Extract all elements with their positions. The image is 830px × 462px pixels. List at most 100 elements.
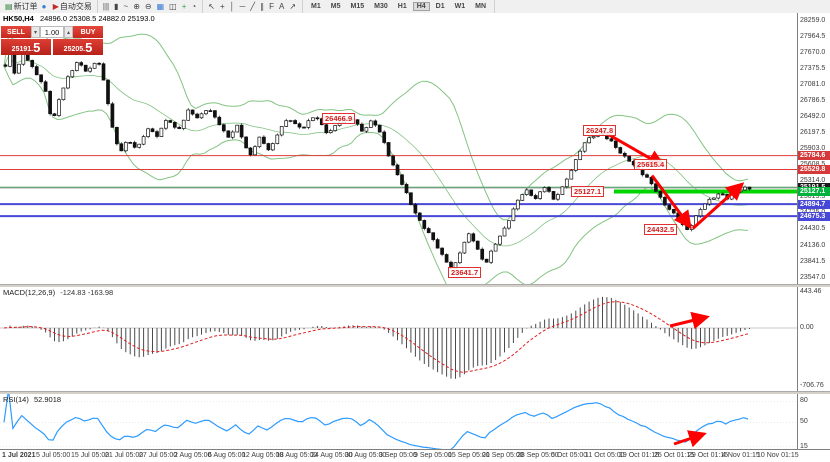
price-tick: 23547.0 <box>800 274 826 281</box>
crosshair-icon[interactable]: + <box>219 1 225 11</box>
macd-tick: 0.00 <box>800 324 814 331</box>
arrow-icon[interactable]: ↗ <box>289 1 297 11</box>
price-tick: 27670.0 <box>800 49 826 56</box>
timeframe-button-m30[interactable]: M30 <box>374 3 388 10</box>
price-tick: 27081.0 <box>800 81 826 88</box>
trendline-icon[interactable]: ╱ <box>250 1 256 11</box>
price-tick: 25608.5 <box>800 161 825 169</box>
toolbar: ▤ 新订单 ◆●● ▶ 自动交易 ||| ▮ ~ ⊕ ⊖ ▦ ◫ + ◔ ↖ + │ ─ ╱ ∥ FA ↗ M… <box>0 0 830 21</box>
time-label: 30 Aug 05:00 <box>345 452 387 459</box>
time-label: 15 Sep 05:00 <box>448 452 490 459</box>
time-label: 11 Oct 05:00 <box>585 452 625 459</box>
fibonacci-icon[interactable]: F <box>269 1 274 11</box>
price-annotation[interactable]: 23641.7 <box>448 267 482 278</box>
rsi-tick: 15 <box>800 443 808 449</box>
time-label: 6 Aug 05:00 <box>208 452 246 459</box>
price-tick: 25019.5 <box>800 193 826 200</box>
zoom-in-icon[interactable]: ⊕ <box>133 1 140 11</box>
timeframe-button-d1[interactable]: D1 <box>435 3 445 10</box>
sell-price[interactable]: 25191. 5 <box>1 39 51 55</box>
time-label: 5 Jul 05:00 <box>36 452 71 459</box>
rsi-label: RSI(14) 52.9018 <box>3 395 62 404</box>
channel-icon[interactable]: ∥ <box>260 1 265 11</box>
line-chart-icon[interactable]: ~ <box>123 1 129 11</box>
macd-panel[interactable]: MACD(12,26,9) -124.83 -163.98 <box>0 287 797 391</box>
buy-price-small: 25205. <box>63 46 86 53</box>
timeframe-button-m5[interactable]: M5 <box>330 3 341 10</box>
timeframe-button-h4[interactable]: H4 <box>412 2 430 11</box>
price-tick: 28259.0 <box>800 17 826 24</box>
bars-chart-icon[interactable]: ||| <box>102 1 110 11</box>
ohlc-values: 24896.0 25308.5 24882.0 25193.0 <box>39 14 155 23</box>
add-indicator-icon[interactable]: + <box>181 1 187 11</box>
time-axis[interactable]: 1 Jul 2021 5 Jul 05:00 15 Jul 05:00 21 Jul … <box>0 449 830 462</box>
autotrading-icon: ▶ <box>52 1 59 11</box>
time-label: 19 Oct 01:15 <box>619 452 660 459</box>
volume-input[interactable]: 1.00 <box>40 26 64 38</box>
time-label: 5 Oct 05:00 <box>551 452 588 459</box>
time-label: 21 Jul 05:00 <box>105 452 144 459</box>
favorites-icon[interactable]: ◆ <box>42 0 49 2</box>
candlestick-chart-icon[interactable]: ▮ <box>114 1 119 11</box>
volume-up-button[interactable]: ▴ <box>64 26 73 38</box>
buy-button[interactable]: BUY <box>73 26 103 38</box>
toolbar-group-timeframes: M1 M5 M15 M30 H1 H4 D1 W1 MN <box>303 0 496 13</box>
rsi-tick: 50 <box>800 418 808 425</box>
volume-down-button[interactable]: ▾ <box>31 26 40 38</box>
price-annotation[interactable]: 25615.4 <box>634 159 668 170</box>
autotrading-button[interactable]: ▶ 自动交易 <box>53 1 92 12</box>
time-label: 21 Sep 05:00 <box>482 452 524 459</box>
price-annotation[interactable]: 25127.1 <box>571 186 605 197</box>
rsi-panel[interactable]: RSI(14) 52.9018 <box>0 394 797 449</box>
new-order-icon: ▤ <box>5 1 13 11</box>
price-tick: 27375.5 <box>800 65 826 72</box>
sell-price-big: 5 <box>33 40 41 55</box>
price-tick: 26492.0 <box>800 113 826 120</box>
timeframe-button-h1[interactable]: H1 <box>397 3 407 10</box>
profile-icon[interactable]: ● <box>41 1 47 11</box>
price-annotation[interactable]: 24432.5 <box>644 224 678 235</box>
clock-icon[interactable]: ◔ <box>191 1 197 11</box>
new-order-button[interactable]: ▤ 新订单 <box>5 1 38 12</box>
macd-label: MACD(12,26,9) -124.83 -163.98 <box>3 288 114 297</box>
price-axis: 28259.0 27964.5 27670.0 27375.5 27081.0 26786… <box>797 13 830 284</box>
time-label: 25 Oct 01:15 <box>654 452 695 459</box>
toolbar-group-draw: ↖ + │ ─ ╱ ∥ F A ↗ <box>203 0 304 13</box>
price-tick: 24136.0 <box>800 242 826 249</box>
time-label: 3 Sep 05:00 <box>379 452 417 459</box>
tile-windows-icon[interactable]: ◫ <box>169 1 177 11</box>
timeframe-button-mn[interactable]: MN <box>475 3 487 10</box>
horizontal-line-icon[interactable]: ─ <box>239 1 246 11</box>
time-label: 9 Sep 05:00 <box>414 452 452 459</box>
vertical-line-icon[interactable]: │ <box>229 1 235 11</box>
time-label: 18 Aug 05:00 <box>276 452 318 459</box>
timeframe-button-m15[interactable]: M15 <box>350 3 365 10</box>
main-chart-plot[interactable]: HK50,H4 24896.0 25308.5 24882.0 25193.0 … <box>0 13 797 284</box>
one-click-trade-widget: SELL ▾ 1.00 ▴ BUY 25191. 5 25205. 5 <box>1 26 103 55</box>
price-annotation[interactable]: 26466.9 <box>322 113 356 124</box>
cursor-icon[interactable]: ↖ <box>208 1 215 11</box>
toolbar-group-chart: ||| ▮ ~ ⊕ ⊖ ▦ ◫ + ◔ <box>98 0 204 13</box>
time-label: 4 Nov 01:15 <box>722 452 760 459</box>
macd-tick: 443.46 <box>800 288 822 295</box>
timeframe-button-w1[interactable]: W1 <box>454 3 466 10</box>
toolbar-group-trade: ▤ 新订单 ◆●● ▶ 自动交易 <box>0 0 98 21</box>
time-label: 10 Nov 01:15 <box>757 452 799 459</box>
price-marker: 24675.3 <box>798 212 830 221</box>
autotrading-label: 自动交易 <box>59 2 92 11</box>
buy-price[interactable]: 25205. 5 <box>53 39 103 55</box>
time-label: 27 Jul 05:00 <box>139 452 178 459</box>
time-label: 1 Jul 2021 <box>2 452 36 459</box>
sell-button[interactable]: SELL <box>1 26 31 38</box>
price-annotation[interactable]: 26247.8 <box>583 125 617 136</box>
zoom-out-icon[interactable]: ⊖ <box>144 1 152 11</box>
buy-price-big: 5 <box>85 40 93 55</box>
price-tick: 26197.5 <box>800 129 826 136</box>
timeframe-button-m1[interactable]: M1 <box>311 3 321 10</box>
price-tick: 27964.5 <box>800 33 826 40</box>
sell-price-small: 25191. <box>11 46 34 53</box>
text-icon[interactable]: A <box>279 1 285 11</box>
grid-icon[interactable]: ▦ <box>156 1 165 11</box>
ohlc-header: HK50,H4 24896.0 25308.5 24882.0 25193.0 <box>3 14 155 23</box>
